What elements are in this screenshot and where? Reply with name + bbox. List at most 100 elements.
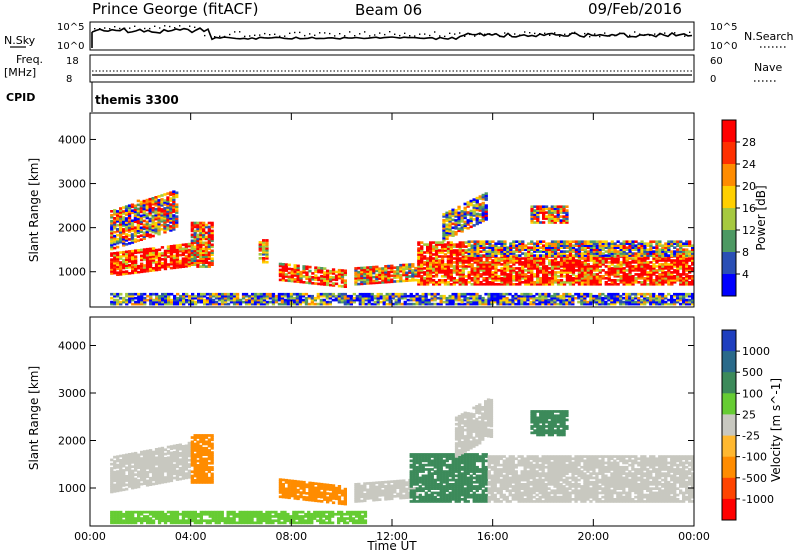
range-gate-cell <box>481 203 485 207</box>
range-gate-cell <box>533 257 537 260</box>
range-gate-cell <box>550 240 555 243</box>
range-gate-cell <box>485 259 489 262</box>
range-gate-cell <box>562 240 567 243</box>
range-gate-cell <box>628 265 632 268</box>
range-gate-cell <box>204 451 209 454</box>
power-ylabel: Slant Range [km] <box>27 158 41 262</box>
range-gate-cell <box>220 298 225 302</box>
range-gate-cell <box>143 300 147 304</box>
range-gate-cell <box>411 263 415 266</box>
range-gate-cell <box>130 227 135 230</box>
range-gate-cell <box>562 219 566 222</box>
range-gate-cell <box>589 275 593 278</box>
range-gate-cell <box>387 270 391 274</box>
range-gate-cell <box>625 298 629 302</box>
range-gate-cell <box>157 258 162 261</box>
range-gate-cell <box>197 296 201 300</box>
range-gate-cell <box>673 259 677 262</box>
range-gate-cell <box>340 273 345 276</box>
range-gate-cell <box>577 244 582 247</box>
range-gate-cell <box>157 266 162 269</box>
range-gate-cell <box>193 233 197 237</box>
colorbar-tick-label: 4 <box>742 268 749 281</box>
range-gate-cell <box>113 294 117 298</box>
range-gate-cell <box>172 190 176 193</box>
range-gate-cell <box>640 259 644 262</box>
range-gate-cell <box>178 447 182 451</box>
range-gate-cell <box>509 271 513 274</box>
range-gate-cell <box>559 269 564 272</box>
range-gate-cell <box>157 466 162 470</box>
range-gate-cell <box>169 251 174 254</box>
range-gate-cell <box>361 300 365 304</box>
range-gate-cell <box>661 279 665 282</box>
range-gate-cell <box>204 249 209 253</box>
range-gate-cell <box>202 449 206 452</box>
range-gate-cell <box>539 209 543 212</box>
range-gate-cell <box>589 252 593 255</box>
range-gate-cell <box>661 300 665 304</box>
range-gate-cell <box>172 468 177 471</box>
range-gate-cell <box>610 246 614 249</box>
range-gate-cell <box>625 294 629 298</box>
range-gate-cell <box>433 298 437 302</box>
range-gate-cell <box>199 436 203 439</box>
range-gate-cell <box>544 296 548 300</box>
range-gate-cell <box>145 460 150 463</box>
range-gate-cell <box>175 195 179 199</box>
range-gate-cell <box>172 476 177 480</box>
range-gate-cell <box>134 259 138 262</box>
range-gate-cell <box>473 240 477 243</box>
range-gate-cell <box>145 458 150 461</box>
range-gate-cell <box>673 240 677 243</box>
range-gate-cell <box>691 267 695 270</box>
range-gate-cell <box>202 453 206 456</box>
range-gate-cell <box>658 292 662 296</box>
range-gate-cell <box>122 206 126 209</box>
range-gate-cell <box>417 241 421 244</box>
range-gate-cell <box>148 261 153 265</box>
range-gate-cell <box>155 292 159 296</box>
range-gate-cell <box>417 249 421 252</box>
range-gate-cell <box>637 277 641 280</box>
range-gate-cell <box>532 296 536 300</box>
range-gate-cell <box>598 302 602 306</box>
range-gate-cell <box>542 265 546 268</box>
range-gate-cell <box>682 244 686 247</box>
range-gate-cell <box>131 269 135 273</box>
range-gate-cell <box>375 265 379 269</box>
range-gate-cell <box>319 300 323 304</box>
range-gate-cell <box>151 202 155 206</box>
range-gate-cell <box>535 296 539 300</box>
range-gate-cell <box>331 282 336 285</box>
range-gate-cell <box>541 294 545 298</box>
range-gate-cell <box>658 302 662 306</box>
range-gate-cell <box>154 217 158 221</box>
range-gate-cell <box>387 278 391 282</box>
range-gate-cell <box>432 265 436 268</box>
range-gate-cell <box>211 300 216 304</box>
range-gate-cell <box>250 296 255 300</box>
range-gate-cell <box>119 302 123 306</box>
range-gate-cell <box>316 292 320 296</box>
range-gate-cell <box>577 265 582 268</box>
range-gate-cell <box>113 483 117 487</box>
range-gate-cell <box>649 246 653 249</box>
range-gate-cell <box>536 277 540 280</box>
range-gate-cell <box>151 226 155 230</box>
range-gate-cell <box>145 466 150 470</box>
range-gate-cell <box>154 477 159 481</box>
range-gate-cell <box>182 298 186 302</box>
range-gate-cell <box>423 257 427 260</box>
range-gate-cell <box>488 275 492 278</box>
range-gate-cell <box>664 254 668 257</box>
range-gate-cell <box>204 440 209 444</box>
range-gate-cell <box>580 277 585 280</box>
range-gate-cell <box>628 298 632 302</box>
nsearch-point <box>679 34 681 36</box>
range-gate-cell <box>467 240 471 243</box>
range-gate-cell <box>673 302 677 306</box>
range-gate-cell <box>343 281 347 284</box>
range-gate-cell <box>461 245 465 248</box>
range-gate-cell <box>458 243 462 246</box>
